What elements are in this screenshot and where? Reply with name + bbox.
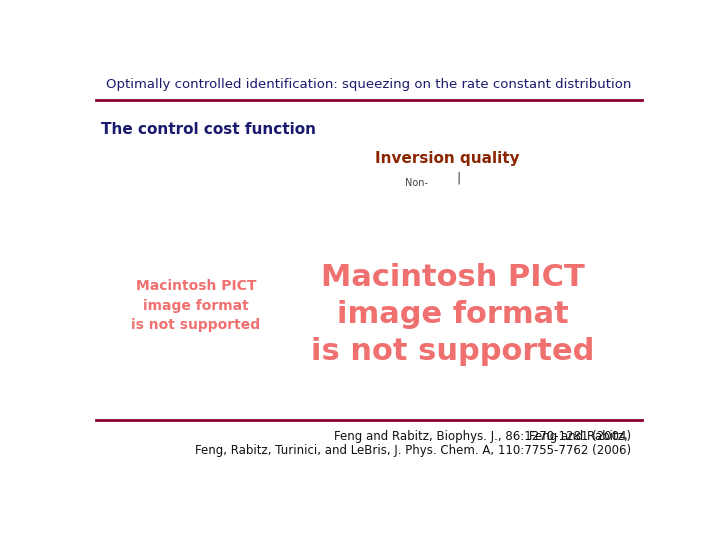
Text: The control cost function: The control cost function bbox=[101, 122, 316, 137]
Text: Feng and Rabitz, Biophys. J., 86:1270-1281 (2004): Feng and Rabitz, Biophys. J., 86:1270-12… bbox=[334, 430, 631, 443]
Text: Macintosh PICT
image format
is not supported: Macintosh PICT image format is not suppo… bbox=[311, 263, 595, 366]
Text: Non-: Non- bbox=[405, 178, 428, 188]
Text: Macintosh PICT
image format
is not supported: Macintosh PICT image format is not suppo… bbox=[132, 280, 261, 333]
Text: |: | bbox=[456, 171, 460, 184]
Text: Inversion quality: Inversion quality bbox=[375, 151, 519, 166]
Text: Optimally controlled identification: squeezing on the rate constant distribution: Optimally controlled identification: squ… bbox=[107, 78, 631, 91]
Text: Feng and Rabitz,: Feng and Rabitz, bbox=[528, 430, 631, 443]
Text: Feng, Rabitz, Turinici, and LeBris, J. Phys. Chem. A, 110:7755-7762 (2006): Feng, Rabitz, Turinici, and LeBris, J. P… bbox=[195, 444, 631, 457]
